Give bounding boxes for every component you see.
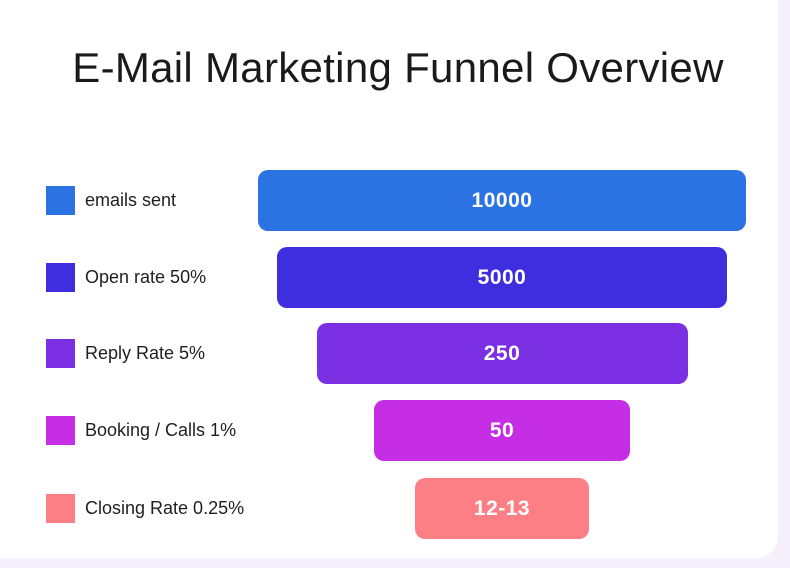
chart-card: E-Mail Marketing Funnel Overview emails … bbox=[0, 0, 778, 558]
legend-item: Booking / Calls 1% bbox=[46, 415, 236, 445]
funnel-bar: 50 bbox=[374, 400, 630, 461]
funnel-bar: 5000 bbox=[277, 247, 727, 308]
legend-item: emails sent bbox=[46, 185, 176, 215]
bar-value-label: 250 bbox=[483, 341, 521, 365]
legend-swatch bbox=[46, 338, 75, 368]
legend-item: Closing Rate 0.25% bbox=[46, 493, 244, 523]
legend-label: Reply Rate 5% bbox=[85, 342, 206, 363]
bar-value-label: 5000 bbox=[477, 265, 527, 289]
bar-value-label: 12-13 bbox=[473, 496, 531, 520]
funnel-bar: 12-13 bbox=[415, 478, 589, 539]
legend-item: Reply Rate 5% bbox=[46, 338, 205, 368]
legend-label: Open rate 50% bbox=[85, 266, 207, 287]
legend-item: Open rate 50% bbox=[46, 262, 206, 292]
bar-value-label: 10000 bbox=[471, 188, 533, 212]
legend-swatch bbox=[46, 262, 75, 292]
funnel-bar: 250 bbox=[316, 323, 688, 384]
legend-label: Booking / Calls 1% bbox=[85, 419, 237, 440]
bar-value-label: 50 bbox=[489, 418, 515, 442]
funnel-bar: 10000 bbox=[258, 170, 746, 231]
legend-label: emails sent bbox=[85, 189, 177, 210]
chart-title: E-Mail Marketing Funnel Overview bbox=[72, 44, 724, 91]
legend-swatch bbox=[46, 415, 75, 445]
legend-swatch bbox=[46, 185, 75, 215]
legend-label: Closing Rate 0.25% bbox=[85, 497, 245, 518]
legend-swatch bbox=[46, 493, 75, 523]
